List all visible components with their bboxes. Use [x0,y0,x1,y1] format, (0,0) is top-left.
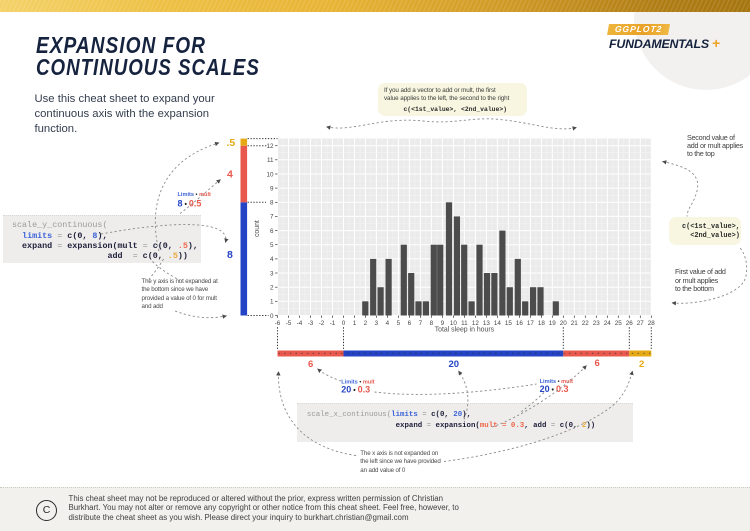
svg-text:4: 4 [386,320,390,327]
svg-text:-5: -5 [286,320,292,327]
svg-text:count: count [254,220,261,237]
svg-text:15: 15 [505,320,513,327]
svg-text:20 • 0.3: 20 • 0.3 [341,385,370,395]
svg-text:6: 6 [308,359,313,370]
svg-text:8: 8 [270,200,274,207]
svg-text:26: 26 [626,320,634,327]
svg-text:16: 16 [516,320,524,327]
svg-text:8: 8 [227,249,233,261]
svg-text:9: 9 [270,185,274,192]
svg-text:20 • 0.3: 20 • 0.3 [540,384,569,394]
svg-text:8: 8 [430,320,434,327]
svg-text:1: 1 [353,320,357,327]
svg-text:21: 21 [571,320,579,327]
svg-text:24: 24 [604,320,612,327]
svg-text:28: 28 [648,320,656,327]
svg-text:Total sleep in hours: Total sleep in hours [435,327,495,334]
svg-text:27: 27 [637,320,645,327]
svg-text:-1: -1 [330,320,336,327]
svg-text:6: 6 [270,228,274,235]
svg-text:2: 2 [270,285,274,292]
svg-text:9: 9 [441,320,445,327]
svg-text:25: 25 [615,320,623,327]
svg-text:2: 2 [639,359,644,370]
svg-text:18: 18 [538,320,546,327]
svg-text:20: 20 [560,320,568,327]
svg-text:4: 4 [227,169,233,181]
svg-text:12: 12 [472,320,480,327]
svg-text:8 • 0.5: 8 • 0.5 [178,199,202,209]
svg-text:7: 7 [419,320,423,327]
svg-text:19: 19 [549,320,557,327]
svg-text:.5: .5 [227,137,236,149]
svg-text:-3: -3 [308,320,314,327]
svg-text:Limits • mult: Limits • mult [341,380,375,386]
svg-text:3: 3 [375,320,379,327]
svg-text:3: 3 [270,270,274,277]
svg-text:Limits • mult: Limits • mult [178,192,212,198]
svg-text:Limits • mult: Limits • mult [540,379,574,385]
svg-text:2: 2 [364,320,368,327]
svg-text:5: 5 [397,320,401,327]
svg-text:-6: -6 [275,320,281,327]
svg-text:10: 10 [266,171,274,178]
svg-text:17: 17 [527,320,535,327]
svg-text:11: 11 [267,157,274,164]
svg-text:7: 7 [270,214,274,221]
svg-text:4: 4 [270,256,274,263]
svg-text:-4: -4 [297,320,303,327]
svg-text:23: 23 [593,320,601,327]
svg-text:5: 5 [270,242,274,249]
svg-text:22: 22 [582,320,590,327]
svg-text:11: 11 [461,320,468,327]
svg-text:12: 12 [266,143,274,150]
svg-text:10: 10 [450,320,458,327]
svg-text:0: 0 [270,313,274,320]
svg-text:6: 6 [595,358,600,369]
svg-text:-2: -2 [319,320,325,327]
svg-text:20: 20 [449,359,460,370]
svg-text:0: 0 [342,320,346,327]
svg-text:6: 6 [408,320,412,327]
svg-text:13: 13 [483,320,491,327]
svg-text:14: 14 [494,320,502,327]
svg-text:1: 1 [270,299,274,306]
